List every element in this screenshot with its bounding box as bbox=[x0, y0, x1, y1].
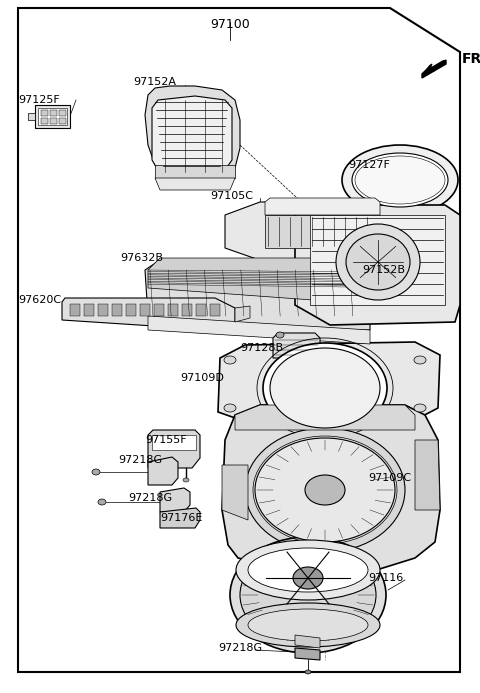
Ellipse shape bbox=[236, 540, 380, 600]
Text: 97620C: 97620C bbox=[18, 295, 61, 305]
Text: 97152A: 97152A bbox=[133, 77, 176, 87]
Polygon shape bbox=[415, 440, 440, 510]
Polygon shape bbox=[126, 304, 136, 316]
Ellipse shape bbox=[342, 145, 458, 215]
Ellipse shape bbox=[169, 478, 175, 482]
Ellipse shape bbox=[240, 545, 376, 645]
Ellipse shape bbox=[263, 343, 387, 433]
Text: 97109D: 97109D bbox=[180, 373, 224, 383]
Ellipse shape bbox=[155, 478, 161, 482]
Polygon shape bbox=[148, 430, 200, 468]
Polygon shape bbox=[265, 198, 380, 215]
Polygon shape bbox=[140, 304, 150, 316]
Polygon shape bbox=[235, 306, 250, 322]
Ellipse shape bbox=[414, 404, 426, 412]
Polygon shape bbox=[273, 333, 320, 358]
Polygon shape bbox=[59, 110, 66, 116]
Text: 97176E: 97176E bbox=[160, 513, 203, 523]
Text: 97632B: 97632B bbox=[120, 253, 163, 263]
Ellipse shape bbox=[305, 475, 345, 505]
Ellipse shape bbox=[98, 499, 106, 505]
Text: 97125F: 97125F bbox=[18, 95, 60, 105]
Polygon shape bbox=[155, 165, 235, 178]
Polygon shape bbox=[196, 304, 206, 316]
Ellipse shape bbox=[92, 469, 100, 475]
Polygon shape bbox=[112, 304, 122, 316]
Polygon shape bbox=[152, 435, 196, 450]
Ellipse shape bbox=[236, 603, 380, 647]
Polygon shape bbox=[422, 64, 432, 74]
Polygon shape bbox=[145, 86, 240, 182]
Polygon shape bbox=[148, 457, 178, 485]
Polygon shape bbox=[59, 118, 66, 124]
Polygon shape bbox=[422, 60, 446, 78]
Polygon shape bbox=[295, 205, 460, 325]
Polygon shape bbox=[98, 304, 108, 316]
Text: 97109C: 97109C bbox=[368, 473, 411, 483]
Polygon shape bbox=[50, 118, 57, 124]
Polygon shape bbox=[41, 110, 48, 116]
Ellipse shape bbox=[336, 224, 420, 300]
Ellipse shape bbox=[245, 428, 405, 552]
Text: 97100: 97100 bbox=[210, 18, 250, 31]
Polygon shape bbox=[310, 215, 445, 305]
Polygon shape bbox=[35, 105, 70, 128]
Polygon shape bbox=[50, 110, 57, 116]
Ellipse shape bbox=[414, 356, 426, 364]
Text: 97105C: 97105C bbox=[210, 191, 253, 201]
Polygon shape bbox=[155, 178, 235, 190]
Polygon shape bbox=[168, 304, 178, 316]
Ellipse shape bbox=[255, 438, 395, 542]
Polygon shape bbox=[70, 304, 80, 316]
Text: FR.: FR. bbox=[462, 52, 480, 66]
Polygon shape bbox=[210, 304, 220, 316]
Text: 97155F: 97155F bbox=[145, 435, 187, 445]
Polygon shape bbox=[265, 215, 380, 248]
Ellipse shape bbox=[248, 609, 368, 641]
Text: 97116: 97116 bbox=[368, 573, 403, 583]
Ellipse shape bbox=[224, 404, 236, 412]
Text: 97218G: 97218G bbox=[118, 455, 162, 465]
Polygon shape bbox=[28, 113, 35, 120]
Polygon shape bbox=[222, 465, 248, 520]
Text: 97152B: 97152B bbox=[362, 265, 405, 275]
Ellipse shape bbox=[270, 348, 380, 428]
Polygon shape bbox=[295, 635, 320, 648]
Polygon shape bbox=[160, 488, 190, 512]
Text: 97218G: 97218G bbox=[218, 643, 262, 653]
Polygon shape bbox=[62, 298, 235, 330]
Ellipse shape bbox=[305, 670, 311, 674]
Polygon shape bbox=[295, 648, 320, 660]
Polygon shape bbox=[235, 405, 415, 430]
Ellipse shape bbox=[230, 537, 386, 653]
Ellipse shape bbox=[346, 234, 410, 290]
Polygon shape bbox=[148, 316, 370, 344]
Text: 97218G: 97218G bbox=[128, 493, 172, 503]
Polygon shape bbox=[222, 405, 440, 572]
Text: 97127F: 97127F bbox=[348, 160, 390, 170]
Text: 97128B: 97128B bbox=[240, 343, 283, 353]
Ellipse shape bbox=[352, 153, 448, 207]
Ellipse shape bbox=[276, 332, 284, 338]
Polygon shape bbox=[38, 108, 67, 125]
Polygon shape bbox=[160, 508, 200, 528]
Polygon shape bbox=[152, 96, 232, 174]
Polygon shape bbox=[84, 304, 94, 316]
Polygon shape bbox=[182, 304, 192, 316]
Polygon shape bbox=[218, 342, 440, 425]
Ellipse shape bbox=[293, 567, 323, 589]
Polygon shape bbox=[148, 258, 370, 302]
Ellipse shape bbox=[355, 156, 445, 204]
Ellipse shape bbox=[183, 478, 189, 482]
Polygon shape bbox=[41, 118, 48, 124]
Polygon shape bbox=[225, 202, 395, 262]
Ellipse shape bbox=[224, 356, 236, 364]
Polygon shape bbox=[154, 304, 164, 316]
Polygon shape bbox=[145, 260, 370, 330]
Ellipse shape bbox=[248, 548, 368, 592]
Polygon shape bbox=[295, 565, 360, 580]
